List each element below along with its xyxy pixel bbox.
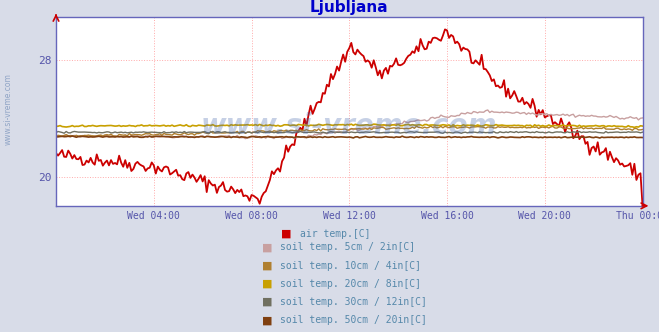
Text: soil temp. 10cm / 4in[C]: soil temp. 10cm / 4in[C] [280, 261, 421, 271]
Text: ■: ■ [281, 229, 292, 239]
Text: www.si-vreme.com: www.si-vreme.com [3, 74, 13, 145]
Text: soil temp. 5cm / 2in[C]: soil temp. 5cm / 2in[C] [280, 242, 415, 252]
Text: soil temp. 50cm / 20in[C]: soil temp. 50cm / 20in[C] [280, 315, 427, 325]
Title: Ljubljana: Ljubljana [310, 0, 389, 15]
Text: ■: ■ [262, 315, 272, 325]
Text: soil temp. 30cm / 12in[C]: soil temp. 30cm / 12in[C] [280, 297, 427, 307]
Text: ■: ■ [262, 242, 272, 252]
Text: ■: ■ [262, 297, 272, 307]
Text: ■: ■ [262, 261, 272, 271]
Text: soil temp. 20cm / 8in[C]: soil temp. 20cm / 8in[C] [280, 279, 421, 289]
Text: air temp.[C]: air temp.[C] [300, 229, 370, 239]
Text: www.si-vreme.com: www.si-vreme.com [201, 112, 498, 140]
Text: ■: ■ [262, 279, 272, 289]
